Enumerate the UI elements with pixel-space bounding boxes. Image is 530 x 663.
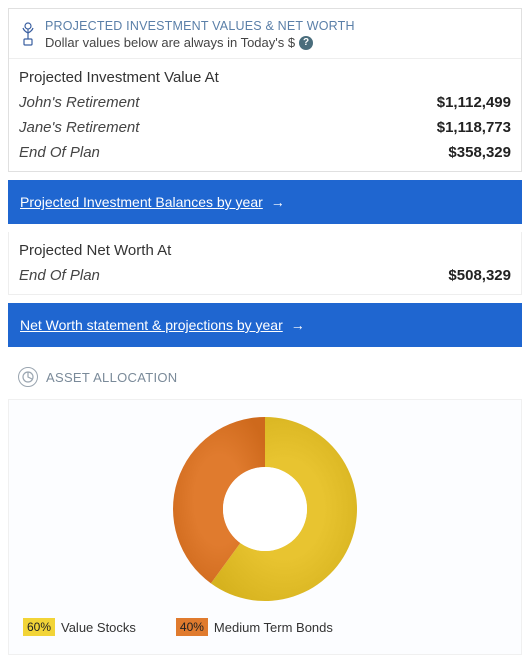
legend-swatch: 60% (23, 618, 55, 636)
legend-item: 60% Value Stocks (23, 618, 136, 636)
chart-legend: 60% Value Stocks 40% Medium Term Bonds (19, 618, 511, 636)
allocation-title: ASSET ALLOCATION (46, 370, 177, 385)
row-value: $358,329 (448, 144, 511, 161)
legend-swatch: 40% (176, 618, 208, 636)
projected-investment-title: Projected Investment Value At (9, 59, 521, 90)
row-label: John's Retirement (19, 94, 139, 111)
row-value: $508,329 (448, 267, 511, 284)
allocation-chart-area: 60% Value Stocks 40% Medium Term Bonds (8, 399, 522, 655)
legend-item: 40% Medium Term Bonds (176, 618, 333, 636)
net-worth-link-bar[interactable]: Net Worth statement & projections by yea… (8, 303, 522, 347)
header-subtitle-row: Dollar values below are always in Today'… (45, 35, 511, 50)
net-worth-title: Projected Net Worth At (9, 232, 521, 263)
row-label: End Of Plan (19, 267, 100, 284)
donut-chart (19, 410, 511, 618)
projected-values-card: PROJECTED INVESTMENT VALUES & NET WORTH … (8, 8, 522, 172)
row-label: End Of Plan (19, 144, 100, 161)
net-worth-link[interactable]: Net Worth statement & projections by yea… (20, 317, 283, 333)
arrow-right-icon: → (271, 194, 285, 210)
table-row: John's Retirement $1,112,499 (9, 90, 521, 115)
header-title: PROJECTED INVESTMENT VALUES & NET WORTH (45, 19, 511, 33)
arrow-right-icon: → (291, 317, 305, 333)
table-row: End Of Plan $358,329 (9, 140, 521, 171)
row-value: $1,112,499 (437, 94, 511, 111)
header-subtitle: Dollar values below are always in Today'… (45, 35, 295, 50)
card-header: PROJECTED INVESTMENT VALUES & NET WORTH … (9, 9, 521, 59)
row-value: $1,118,773 (437, 119, 511, 136)
header-text: PROJECTED INVESTMENT VALUES & NET WORTH … (45, 19, 511, 50)
projected-balances-link[interactable]: Projected Investment Balances by year (20, 194, 263, 210)
table-row: End Of Plan $508,329 (9, 263, 521, 288)
net-worth-section: Projected Net Worth At End Of Plan $508,… (8, 232, 522, 295)
legend-label: Value Stocks (61, 620, 136, 635)
projected-balances-link-bar[interactable]: Projected Investment Balances by year → (8, 180, 522, 224)
allocation-header: ASSET ALLOCATION (8, 355, 522, 399)
help-icon[interactable]: ? (299, 36, 313, 50)
table-row: Jane's Retirement $1,118,773 (9, 115, 521, 140)
legend-label: Medium Term Bonds (214, 620, 333, 635)
row-label: Jane's Retirement (19, 119, 139, 136)
plant-icon (19, 21, 37, 50)
allocation-icon (18, 367, 38, 387)
